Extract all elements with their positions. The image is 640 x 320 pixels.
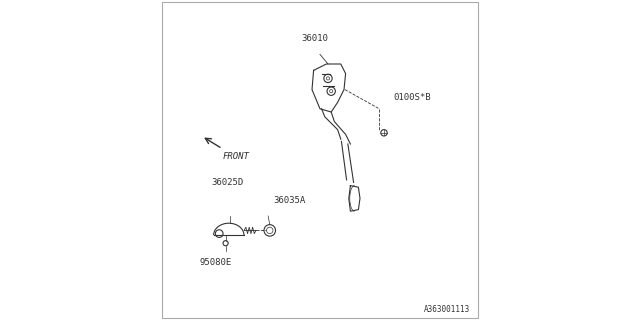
Text: FRONT: FRONT xyxy=(223,152,249,161)
Text: 36035A: 36035A xyxy=(274,196,306,204)
Text: 36010: 36010 xyxy=(302,34,328,43)
Text: 36025D: 36025D xyxy=(211,178,243,187)
Text: A363001113: A363001113 xyxy=(424,305,470,314)
Text: 0100S*B: 0100S*B xyxy=(394,93,431,102)
Text: 95080E: 95080E xyxy=(200,258,232,267)
